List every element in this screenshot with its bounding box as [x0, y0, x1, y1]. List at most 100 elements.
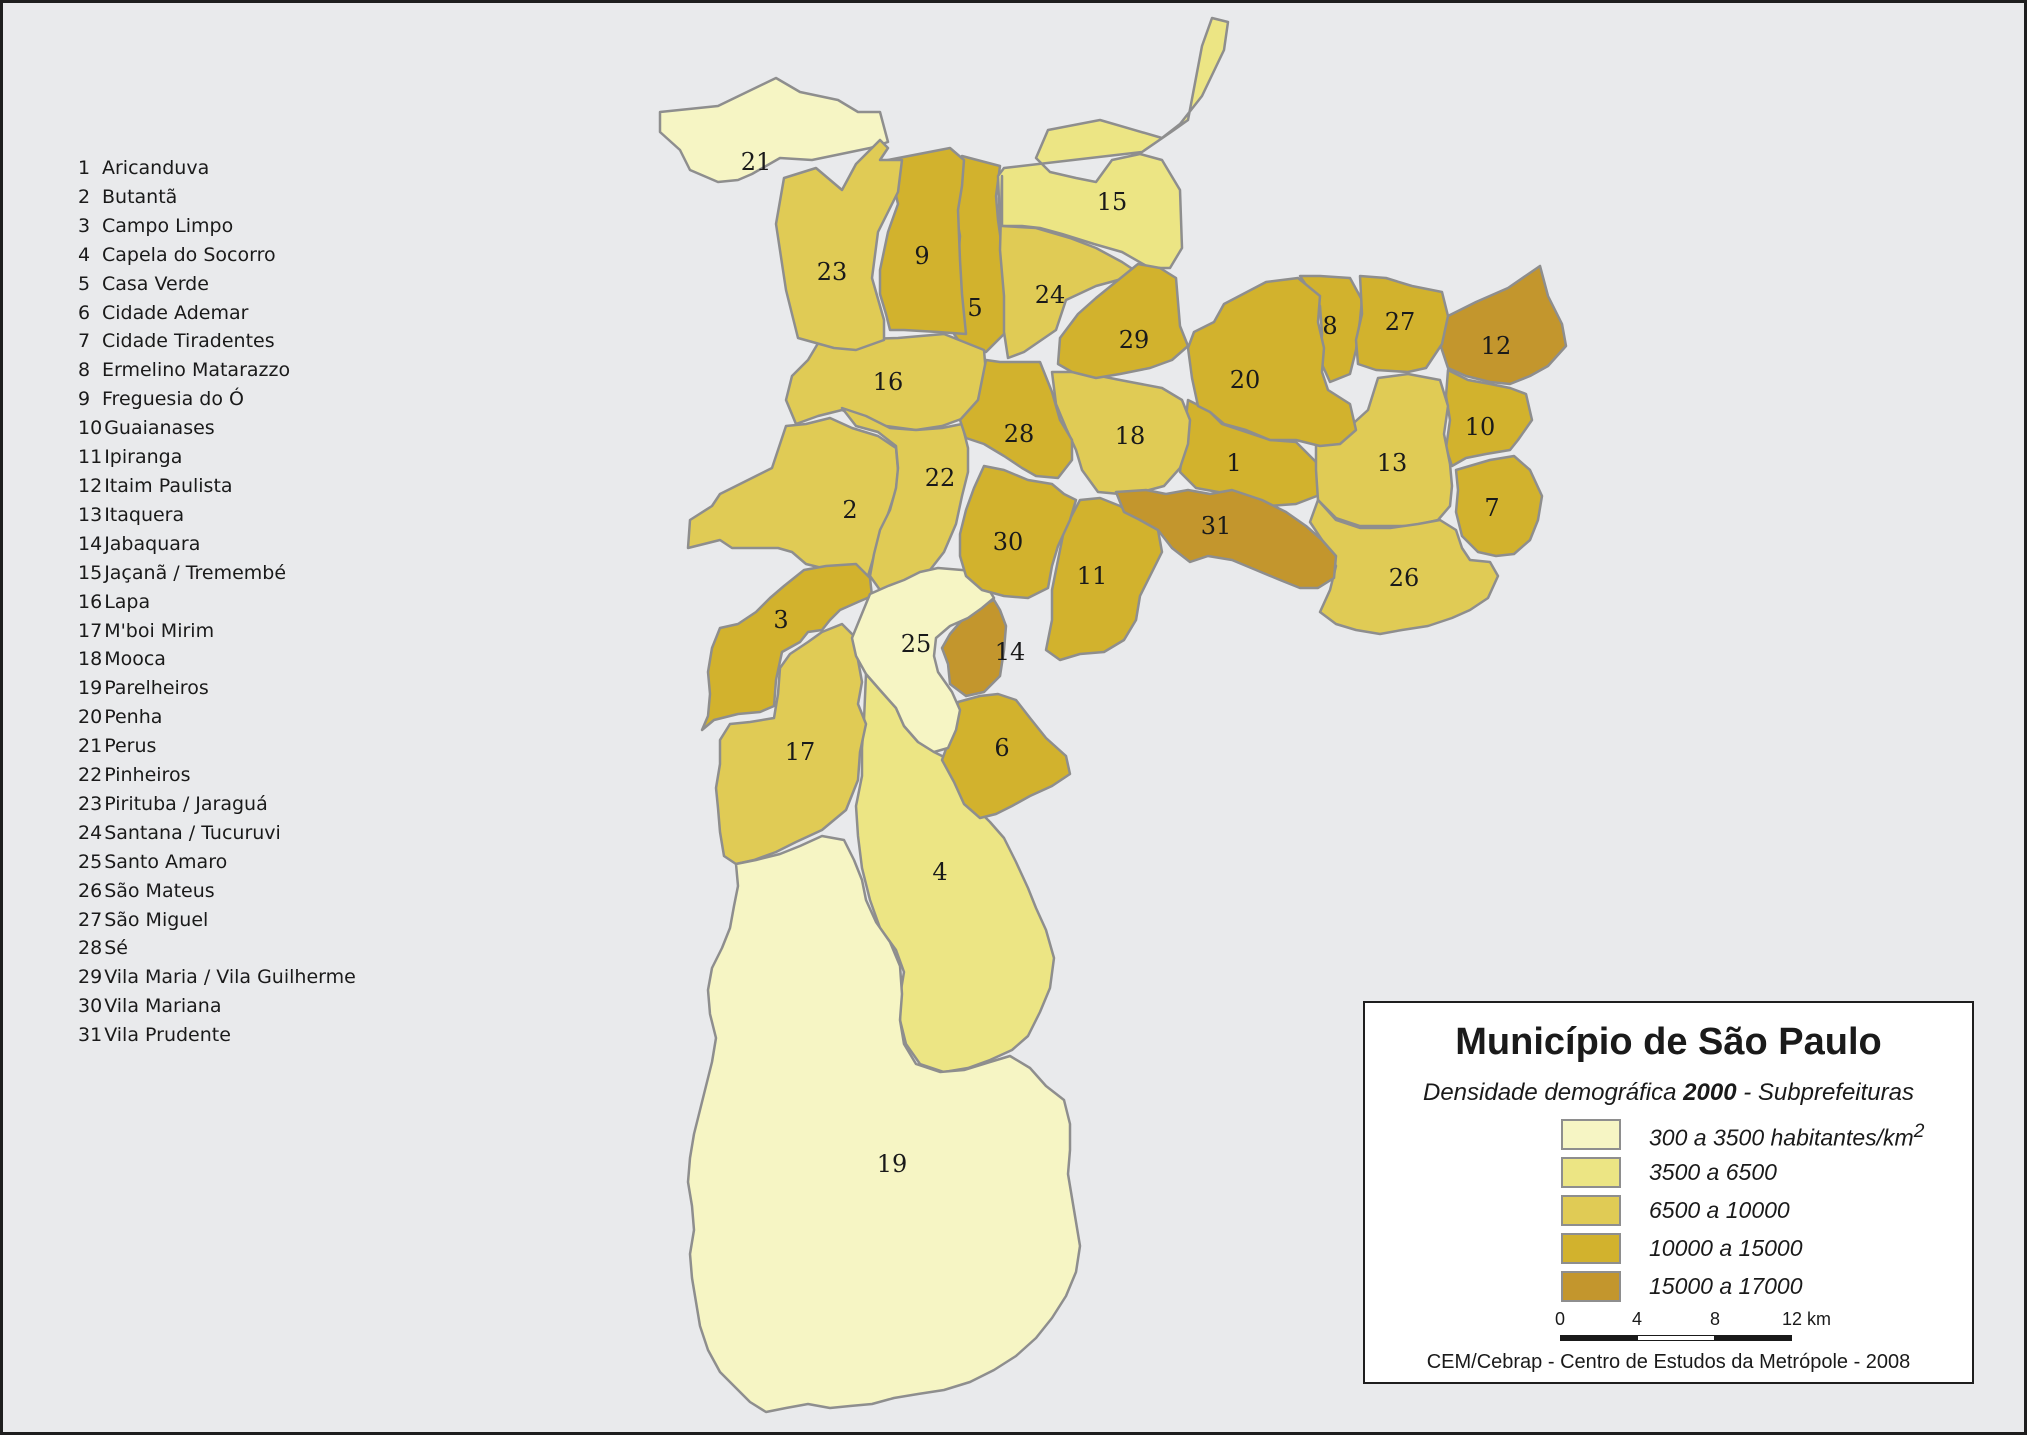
district-list-item: 8 Ermelino Matarazzo [78, 356, 356, 385]
district-number: 12 [78, 474, 103, 497]
district-name: Mooca [104, 648, 166, 671]
district-region [1314, 372, 1454, 528]
district-region [1186, 276, 1358, 448]
district-list-item: 21 Perus [78, 732, 356, 761]
district-region-label: 17 [785, 738, 816, 766]
district-list-item: 4 Capela do Socorro [78, 241, 356, 270]
legend-class-superscript: 2 [1913, 1121, 1925, 1142]
district-list-item: 17 M'boi Mirim [78, 617, 356, 646]
district-list-item: 24 Santana / Tucuruvi [78, 819, 356, 848]
district-number: 22 [78, 764, 103, 787]
district-region [774, 138, 904, 352]
district-region-label: 5 [967, 294, 982, 322]
district-name: Jaçanã / Tremembé [104, 561, 287, 584]
district-region-label: 7 [1484, 494, 1499, 522]
district-number: 18 [78, 648, 103, 671]
legend-swatch [1561, 1157, 1621, 1188]
district-list-item: 10 Guaianases [78, 414, 356, 443]
district-region [714, 622, 868, 866]
district-region [686, 834, 1082, 1414]
district-region-label: 24 [1035, 281, 1066, 309]
district-region-label: 20 [1230, 366, 1261, 394]
district-number: 28 [78, 937, 103, 960]
district-name: Cidade Ademar [102, 301, 249, 324]
district-name: Pinheiros [104, 764, 191, 787]
district-number: 15 [78, 561, 103, 584]
district-number: 9 [78, 388, 91, 411]
district-region-label: 11 [1077, 562, 1108, 590]
scale-tick: 12 [1781, 1309, 1803, 1329]
district-index-list: 1 Aricanduva 2 Butantã 3 Campo Limpo 4 Capela d… [78, 154, 356, 1050]
district-name: Ermelino Matarazzo [102, 359, 291, 382]
district-list-item: 1 Aricanduva [78, 154, 356, 183]
district-number: 13 [78, 503, 103, 526]
legend-swatch [1561, 1233, 1621, 1264]
legend-class-label: 3500 a 6500 [1649, 1159, 1777, 1185]
district-number: 25 [78, 850, 103, 873]
district-list-item: 29 Vila Maria / Vila Guilherme [78, 963, 356, 992]
district-number: 29 [78, 966, 103, 989]
district-number: 14 [78, 532, 103, 555]
district-region-label: 3 [773, 606, 788, 634]
district-name: Pirituba / Jaraguá [104, 792, 268, 815]
district-list-item: 26 São Mateus [78, 877, 356, 906]
district-region-label: 30 [993, 528, 1024, 556]
district-region-label: 26 [1389, 564, 1420, 592]
legend-swatch [1561, 1271, 1621, 1302]
scale-tick: 0 [1554, 1309, 1566, 1329]
legend-class-label: 10000 a 15000 [1649, 1235, 1803, 1261]
district-list-item: 11 Ipiranga [78, 443, 356, 472]
district-name: Casa Verde [102, 272, 209, 295]
legend-class-label: 300 a 3500 habitantes/km [1649, 1124, 1914, 1151]
district-list-item: 30 Vila Mariana [78, 992, 356, 1021]
district-name: Itaquera [104, 503, 185, 526]
scale-segment [1715, 1335, 1792, 1341]
district-region [658, 76, 890, 184]
district-number: 1 [78, 157, 91, 179]
district-region-label: 18 [1115, 422, 1146, 450]
legend-class-label: 6500 a 10000 [1649, 1197, 1790, 1223]
map-subtitle: Densidade demográfica 2000 - Subprefeitu… [1365, 1079, 1972, 1107]
district-list-item: 5 Casa Verde [78, 270, 356, 299]
district-region-label: 19 [877, 1150, 908, 1178]
district-name: Sé [104, 937, 128, 960]
subtitle-prefix: Densidade demográfica [1423, 1079, 1677, 1106]
district-name: Vila Mariana [104, 995, 222, 1018]
district-list-item: 25 Santo Amaro [78, 848, 356, 877]
district-list-item: 20 Penha [78, 703, 356, 732]
scale-tick: 8 [1709, 1309, 1721, 1329]
district-region [1114, 488, 1338, 590]
legend-swatch [1561, 1195, 1621, 1226]
district-region [998, 174, 1142, 360]
district-list-item: 31 Vila Prudente [78, 1021, 356, 1050]
map-credit: CEM/Cebrap - Centro de Estudos da Metróp… [1426, 1351, 1911, 1373]
district-number: 26 [78, 879, 103, 902]
scale-bar: 0 4 8 12 km [1555, 1309, 1831, 1349]
legend-swatch [1561, 1119, 1621, 1150]
district-name: Aricanduva [102, 157, 210, 179]
district-number: 17 [78, 619, 103, 642]
district-list-item: 23 Pirituba / Jaraguá [78, 790, 356, 819]
district-region-label: 28 [1004, 420, 1035, 448]
district-number: 8 [78, 359, 91, 382]
district-region-label: 29 [1119, 326, 1150, 354]
district-name: Butantã [102, 185, 178, 208]
scale-unit: km [1807, 1309, 1831, 1329]
district-name: Perus [104, 735, 157, 758]
district-region [1056, 262, 1190, 380]
district-region-label: 25 [901, 630, 932, 658]
district-list-item: 12 Itaim Paulista [78, 472, 356, 501]
district-region [700, 562, 874, 732]
district-list-item: 7 Cidade Tiradentes [78, 327, 356, 356]
district-name: Freguesia do Ó [102, 388, 244, 411]
district-list-item: 18 Mooca [78, 645, 356, 674]
district-name: Campo Limpo [102, 214, 234, 237]
district-number: 6 [78, 301, 91, 324]
district-region-label: 10 [1465, 413, 1496, 441]
district-name: Parelheiros [104, 677, 209, 700]
district-list-item: 27 São Miguel [78, 906, 356, 935]
district-number: 5 [78, 272, 91, 295]
district-region [878, 146, 968, 336]
district-region [958, 464, 1078, 600]
district-region-label: 21 [741, 148, 772, 176]
